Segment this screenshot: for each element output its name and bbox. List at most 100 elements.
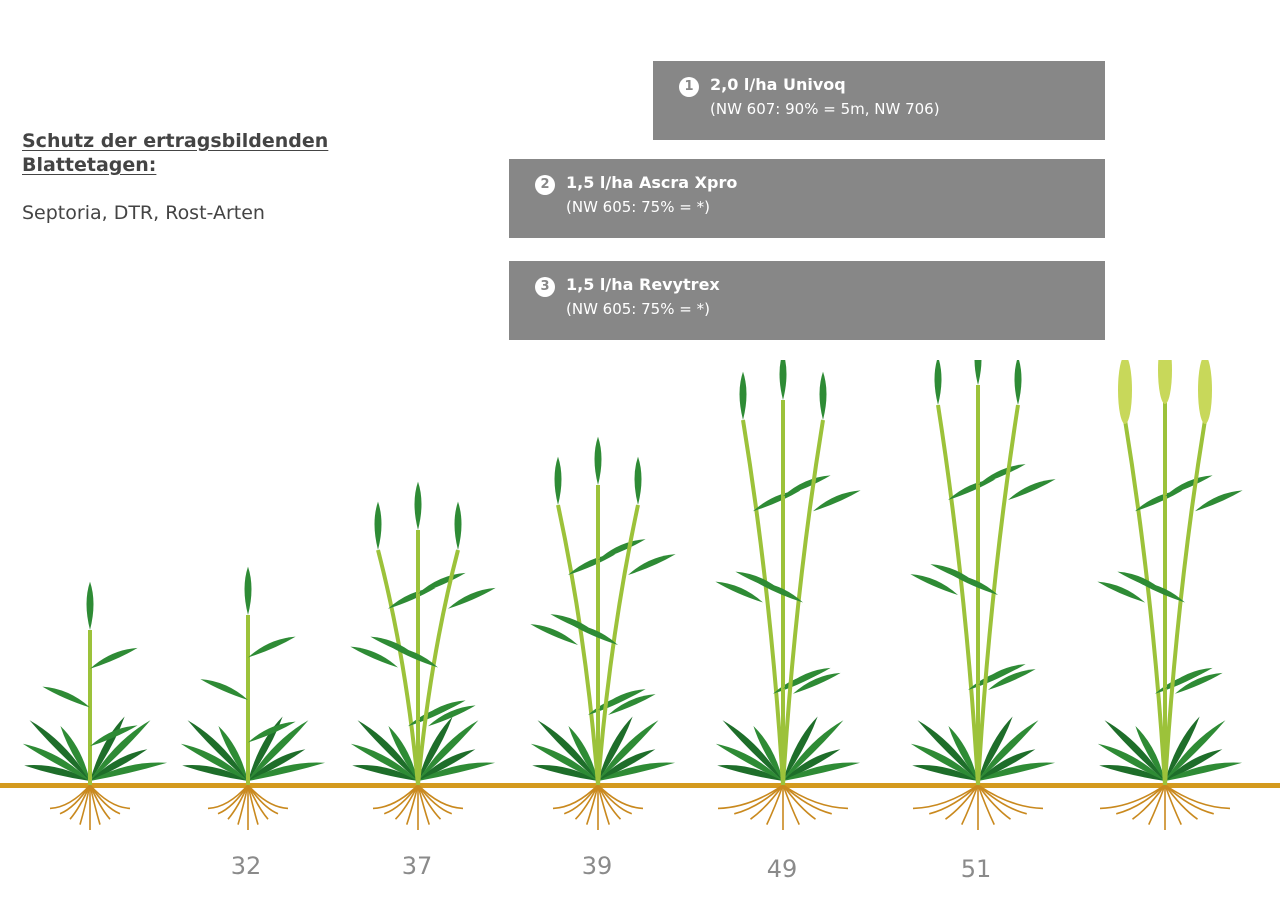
root (1164, 784, 1182, 825)
leaf (248, 762, 326, 781)
heading-line-1: Schutz der ertragsbildenden (22, 130, 329, 152)
root (597, 784, 611, 825)
leaf (180, 743, 248, 781)
leaf (1195, 490, 1243, 512)
leaf (948, 725, 978, 781)
leaf (1135, 725, 1165, 781)
treatment-note-2: (NW 605: 75% = *) (566, 198, 710, 216)
leaf (594, 436, 602, 485)
root (405, 784, 419, 825)
leaf (1099, 765, 1165, 781)
leaf (182, 765, 248, 781)
leaf (532, 765, 598, 781)
root (782, 784, 800, 825)
leaf (783, 716, 818, 781)
stage-label-39: 39 (581, 852, 613, 880)
root (977, 784, 1011, 820)
root (734, 784, 784, 815)
leaf (530, 743, 598, 781)
leaf (739, 371, 747, 420)
stem (1123, 419, 1167, 786)
leaf (428, 705, 476, 727)
leaf (357, 720, 418, 781)
root (417, 784, 431, 825)
leaf (634, 456, 642, 505)
leaf (598, 689, 646, 710)
root (1164, 784, 1231, 810)
leaf (598, 762, 676, 781)
stem (1163, 419, 1207, 786)
root (912, 784, 979, 810)
leaf (1165, 667, 1213, 689)
leaf (60, 725, 90, 781)
root (977, 784, 995, 825)
leaf (598, 716, 633, 781)
leaf (974, 360, 982, 385)
leaf (598, 539, 646, 560)
leaf (715, 743, 783, 781)
leaf (418, 716, 453, 781)
leaf (793, 672, 841, 694)
leaf (978, 464, 1026, 485)
root (1099, 784, 1166, 810)
leaf (22, 743, 91, 781)
leaf (813, 490, 861, 512)
root (782, 784, 816, 820)
root (394, 784, 419, 820)
leaf (42, 686, 90, 708)
section-heading: Schutz der ertragsbildenden Blattetagen: (22, 129, 352, 177)
root (597, 784, 644, 810)
root (945, 784, 979, 820)
leaf (218, 725, 248, 781)
root (717, 784, 784, 810)
leaf (418, 749, 476, 781)
leaf (598, 720, 659, 781)
root (563, 784, 599, 815)
leaf (1165, 720, 1226, 781)
wheat-ear (1198, 360, 1212, 424)
leaf (29, 720, 90, 781)
leaf (755, 581, 803, 603)
root (79, 784, 91, 825)
growth-stage-illustration (0, 360, 1280, 830)
leaf (418, 700, 466, 722)
leaf (418, 720, 479, 781)
leaf (628, 554, 676, 575)
root (247, 784, 289, 810)
leaf (948, 479, 996, 500)
leaf (418, 762, 496, 781)
wheat-ear (1118, 360, 1132, 424)
root (237, 784, 249, 825)
leaf (912, 765, 978, 781)
leaf (1165, 749, 1223, 781)
leaf (187, 720, 248, 781)
leaf (978, 716, 1013, 781)
leaf (537, 720, 598, 781)
leaf (783, 667, 831, 689)
leaf (779, 360, 787, 400)
leaf (783, 749, 841, 781)
number-badge-3: 3 (535, 277, 555, 297)
leaf (390, 646, 438, 668)
leaf (90, 720, 151, 781)
root (417, 784, 464, 810)
root (574, 784, 599, 820)
stem (376, 549, 420, 786)
root (89, 784, 131, 810)
leaf (90, 762, 168, 781)
leaf (988, 669, 1036, 690)
leaf (783, 720, 844, 781)
leaf (248, 720, 309, 781)
number-badge-1: 1 (679, 77, 699, 97)
leaf (414, 481, 422, 530)
leaf (950, 574, 998, 595)
leaf (1165, 762, 1243, 781)
treatment-product-1: 2,0 l/ha Univoq (710, 75, 846, 94)
stage-label-37: 37 (401, 852, 433, 880)
leaf (783, 762, 861, 781)
root (1164, 784, 1198, 820)
leaf (1135, 490, 1183, 512)
leaf (598, 749, 656, 781)
leaf (978, 720, 1039, 781)
stem (556, 504, 600, 786)
